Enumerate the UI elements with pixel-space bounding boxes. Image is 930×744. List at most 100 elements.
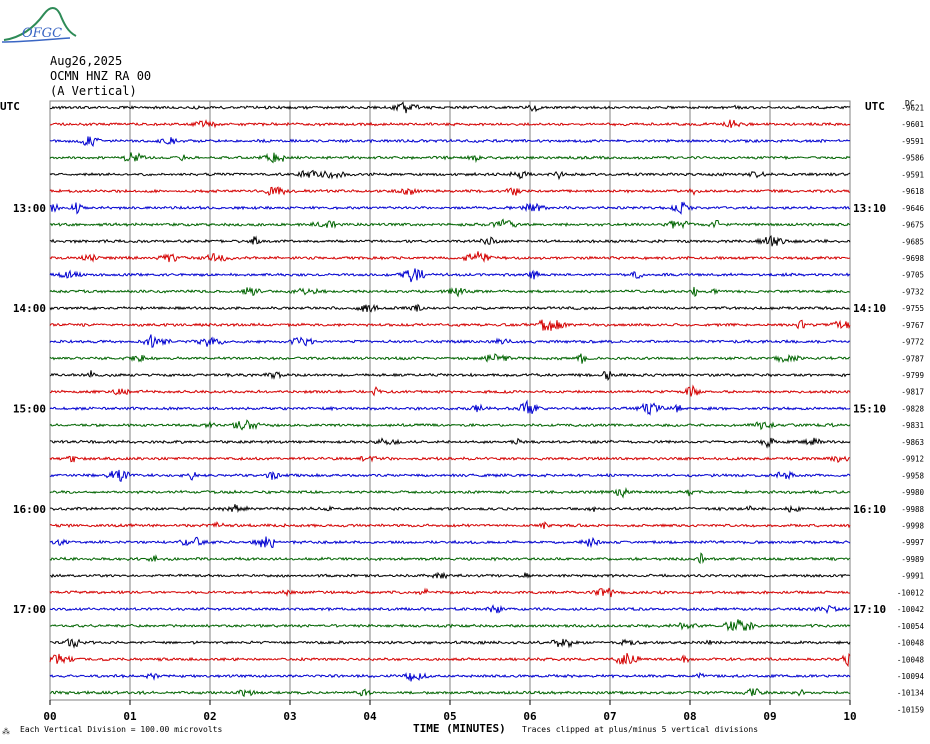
seismic-trace bbox=[49, 487, 851, 499]
seismic-trace bbox=[49, 218, 851, 230]
x-tick-label: 01 bbox=[123, 710, 137, 723]
seismic-trace bbox=[49, 152, 851, 164]
dc-offset-label: -9980 bbox=[901, 488, 924, 497]
x-axis-label: TIME (MINUTES) bbox=[413, 722, 506, 735]
seismic-trace bbox=[49, 469, 851, 483]
dc-offset-label: -9591 bbox=[901, 137, 924, 146]
dc-offset-label: -9787 bbox=[901, 354, 924, 363]
dc-offset-label: -9989 bbox=[901, 555, 924, 564]
seismic-trace bbox=[49, 571, 851, 580]
seismic-trace bbox=[49, 201, 851, 215]
dc-offset-label: -10042 bbox=[897, 605, 924, 614]
x-tick-label: 05 bbox=[443, 710, 456, 723]
dc-offset-label: -9732 bbox=[901, 287, 924, 296]
left-hour-label: 14:00 bbox=[13, 302, 46, 315]
dc-offset-label: -9772 bbox=[901, 338, 924, 347]
seismic-trace bbox=[49, 399, 851, 416]
right-hour-label: 14:10 bbox=[853, 302, 886, 315]
footer-mark: ⁂ bbox=[2, 727, 10, 736]
dc-offset-label: -9912 bbox=[901, 455, 924, 464]
left-axis-label: UTC bbox=[0, 100, 20, 113]
logo: OFGC bbox=[0, 2, 80, 46]
seismic-trace bbox=[49, 101, 851, 114]
dc-offset-label: -9799 bbox=[901, 371, 924, 380]
dc-label: DC bbox=[905, 99, 915, 108]
right-hour-label: 15:10 bbox=[853, 403, 886, 416]
scale-note: Each Vertical Division = 100.00 microvol… bbox=[20, 725, 223, 734]
seismic-trace bbox=[49, 303, 851, 313]
seismic-trace bbox=[49, 334, 851, 348]
x-tick-label: 07 bbox=[603, 710, 616, 723]
seismic-trace bbox=[49, 419, 851, 431]
dc-offset-label: -10012 bbox=[897, 588, 924, 597]
dc-offset-label: -9991 bbox=[901, 572, 924, 581]
dc-offset-label: -9828 bbox=[901, 405, 924, 414]
dc-offset-label: -10048 bbox=[897, 655, 925, 664]
dc-offset-label: -10054 bbox=[897, 622, 925, 631]
seismic-trace bbox=[49, 437, 851, 449]
dc-offset-label: -9755 bbox=[901, 304, 924, 313]
dc-offset-label: -9831 bbox=[901, 421, 924, 430]
x-tick-label: 10 bbox=[843, 710, 856, 723]
dc-offset-label: -9958 bbox=[901, 471, 924, 480]
seismic-trace bbox=[49, 384, 851, 397]
dc-offset-label: -9767 bbox=[901, 321, 924, 330]
right-axis-label: UTC bbox=[865, 100, 885, 113]
dc-offset-label: -9591 bbox=[901, 170, 924, 179]
seismic-trace bbox=[49, 552, 851, 565]
dc-offset-label: -9863 bbox=[901, 438, 924, 447]
right-hour-label: 17:10 bbox=[853, 603, 886, 616]
seismic-trace bbox=[49, 235, 851, 247]
dc-offset-label: -9601 bbox=[901, 120, 924, 129]
seismic-trace bbox=[49, 587, 851, 598]
seismic-trace bbox=[49, 455, 851, 463]
dc-offset-label: -10159 bbox=[897, 705, 924, 714]
dc-offset-label: -9646 bbox=[901, 204, 924, 213]
dc-offset-label: -9997 bbox=[901, 538, 924, 547]
seismic-trace bbox=[49, 672, 851, 682]
dc-offset-label: -9705 bbox=[901, 271, 924, 280]
dc-offset-label: -9586 bbox=[901, 154, 924, 163]
seismic-trace bbox=[49, 251, 851, 263]
logo-text: OFGC bbox=[22, 26, 63, 41]
seismic-trace bbox=[49, 186, 851, 196]
seismic-trace bbox=[49, 370, 851, 382]
x-tick-label: 00 bbox=[43, 710, 56, 723]
seismic-trace bbox=[49, 687, 851, 698]
dc-offset-label: -10094 bbox=[897, 672, 925, 681]
seismic-trace bbox=[49, 136, 851, 147]
clip-note: Traces clipped at plus/minus 5 vertical … bbox=[522, 725, 759, 734]
dc-offset-label: -9988 bbox=[901, 505, 924, 514]
seismic-trace bbox=[49, 286, 851, 298]
seismic-trace bbox=[49, 268, 851, 283]
left-hour-label: 13:00 bbox=[13, 202, 46, 215]
seismic-trace bbox=[49, 652, 851, 668]
dc-offset-label: -9998 bbox=[901, 522, 924, 531]
station-id: OCMN HNZ RA 00 bbox=[50, 69, 152, 83]
dc-offset-label: -9817 bbox=[901, 388, 924, 397]
dc-offset-label: -10134 bbox=[897, 689, 925, 698]
seismic-trace bbox=[49, 521, 851, 529]
x-tick-label: 04 bbox=[363, 710, 377, 723]
dc-offset-label: -10048 bbox=[897, 639, 925, 648]
left-hour-label: 15:00 bbox=[13, 403, 46, 416]
seismic-trace bbox=[50, 637, 851, 649]
x-tick-label: 06 bbox=[523, 710, 537, 723]
x-tick-label: 03 bbox=[283, 710, 296, 723]
x-tick-label: 08 bbox=[683, 710, 696, 723]
dc-offset-label: -9698 bbox=[901, 254, 924, 263]
dc-offset-label: -9618 bbox=[901, 187, 924, 196]
dc-offset-label: -9685 bbox=[901, 237, 924, 246]
seismic-trace bbox=[49, 604, 851, 615]
seismic-trace bbox=[49, 619, 851, 632]
x-tick-label: 02 bbox=[203, 710, 216, 723]
seismic-trace bbox=[49, 119, 851, 129]
right-hour-label: 13:10 bbox=[853, 202, 886, 215]
seismic-trace bbox=[49, 319, 851, 331]
component-label: (A Vertical) bbox=[50, 84, 137, 98]
x-tick-label: 09 bbox=[763, 710, 776, 723]
plot-date: Aug26,2025 bbox=[50, 54, 123, 68]
seismic-trace bbox=[49, 504, 851, 514]
dc-offset-label: -9621 bbox=[901, 104, 924, 113]
